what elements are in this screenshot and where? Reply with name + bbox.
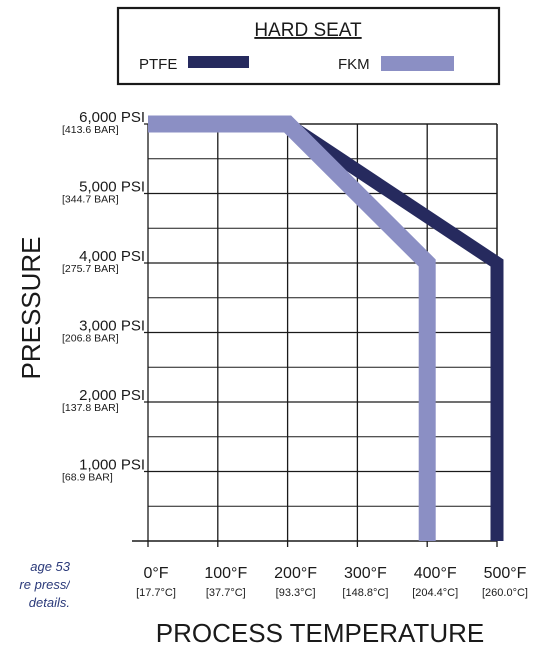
y-tick-sublabel: [68.9 BAR] (62, 472, 113, 484)
x-axis-ticks: 0°F [17.7°C] 100°F [37.7°C] 200°F [93.3°C] 300… (136, 565, 528, 599)
y-tick-label: 3,000 PSI (79, 318, 145, 335)
x-tick-sublabel: [17.7°C] (136, 587, 176, 599)
y-tick-label: 5,000 PSI (79, 179, 145, 196)
x-tick-sublabel: [204.4°C] (412, 587, 458, 599)
legend-title: HARD SEAT (254, 20, 362, 41)
side-note-line: re press/ (19, 577, 70, 592)
y-tick-sublabel: [137.8 BAR] (62, 402, 119, 414)
x-tick-label: 100°F (204, 565, 247, 582)
series-line-fkm (148, 115, 436, 541)
x-tick-sublabel: [148.8°C] (342, 587, 388, 599)
y-tick-sublabel: [344.7 BAR] (62, 194, 119, 206)
y-tick-sublabel: [413.6 BAR] (62, 124, 119, 136)
legend-label-fkm: FKM (338, 56, 370, 73)
chart-grid (132, 123, 498, 547)
side-note: age 53 re press/ details. (0, 558, 70, 612)
x-tick-label: 400°F (414, 565, 457, 582)
y-tick-label: 4,000 PSI (79, 248, 145, 265)
x-tick-label: 200°F (274, 565, 317, 582)
x-tick-label: 0°F (143, 565, 168, 582)
y-tick-label: 6,000 PSI (79, 109, 145, 126)
x-tick-sublabel: [37.7°C] (206, 587, 246, 599)
x-axis-title: PROCESS TEMPERATURE (156, 618, 484, 645)
y-tick-label: 1,000 PSI (79, 457, 145, 474)
x-tick-label: 500°F (484, 565, 527, 582)
y-axis-ticks: 1,000 PSI[68.9 BAR] 2,000 PSI[137.8 BAR] 3… (62, 109, 145, 484)
chart-series (148, 115, 504, 541)
side-note-line: details. (28, 595, 70, 610)
y-tick-sublabel: [275.7 BAR] (62, 263, 119, 275)
legend-swatch-fkm (381, 56, 454, 71)
x-tick-sublabel: [93.3°C] (276, 587, 316, 599)
y-tick-label: 2,000 PSI (79, 387, 145, 404)
legend-swatch-ptfe (188, 56, 249, 68)
x-tick-sublabel: [260.0°C] (482, 587, 528, 599)
y-axis-title: PRESSURE (16, 236, 46, 379)
legend-box (116, 6, 501, 86)
x-tick-label: 300°F (344, 565, 387, 582)
legend-label-ptfe: PTFE (139, 56, 177, 73)
legend: HARD SEAT PTFE FKM (116, 6, 501, 86)
y-tick-sublabel: [206.8 BAR] (62, 333, 119, 345)
side-note-line: age 53 (30, 559, 70, 574)
